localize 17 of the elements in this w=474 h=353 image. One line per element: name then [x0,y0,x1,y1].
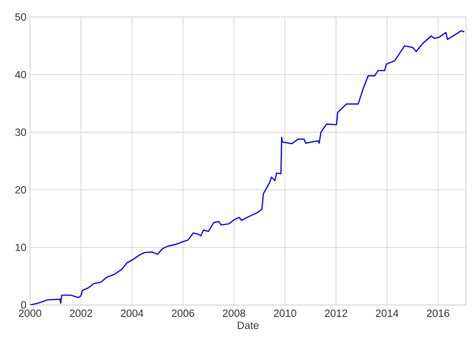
y-tick-label: 40 [15,70,26,78]
y-tick-label: 10 [16,244,26,252]
x-tick-label: 2000 [18,310,42,317]
x-tick-label: 2012 [324,310,348,317]
y-tick-label: 0 [21,301,26,309]
x-tick-label: 2004 [120,310,144,317]
y-tick-label: 50 [15,13,26,21]
x-tick-label: 2014 [376,310,398,317]
line-series [30,30,465,305]
y-tick-label: 30 [15,128,26,136]
x-tick-label: 2008 [222,310,246,317]
x-tick-label: 2016 [426,310,450,317]
x-axis-title: Date [238,322,259,330]
x-tick-label: 2002 [70,310,92,317]
x-tick-label: 2006 [172,310,194,317]
y-tick-label: 20 [15,186,26,194]
x-tick-label: 2010 [274,310,296,317]
